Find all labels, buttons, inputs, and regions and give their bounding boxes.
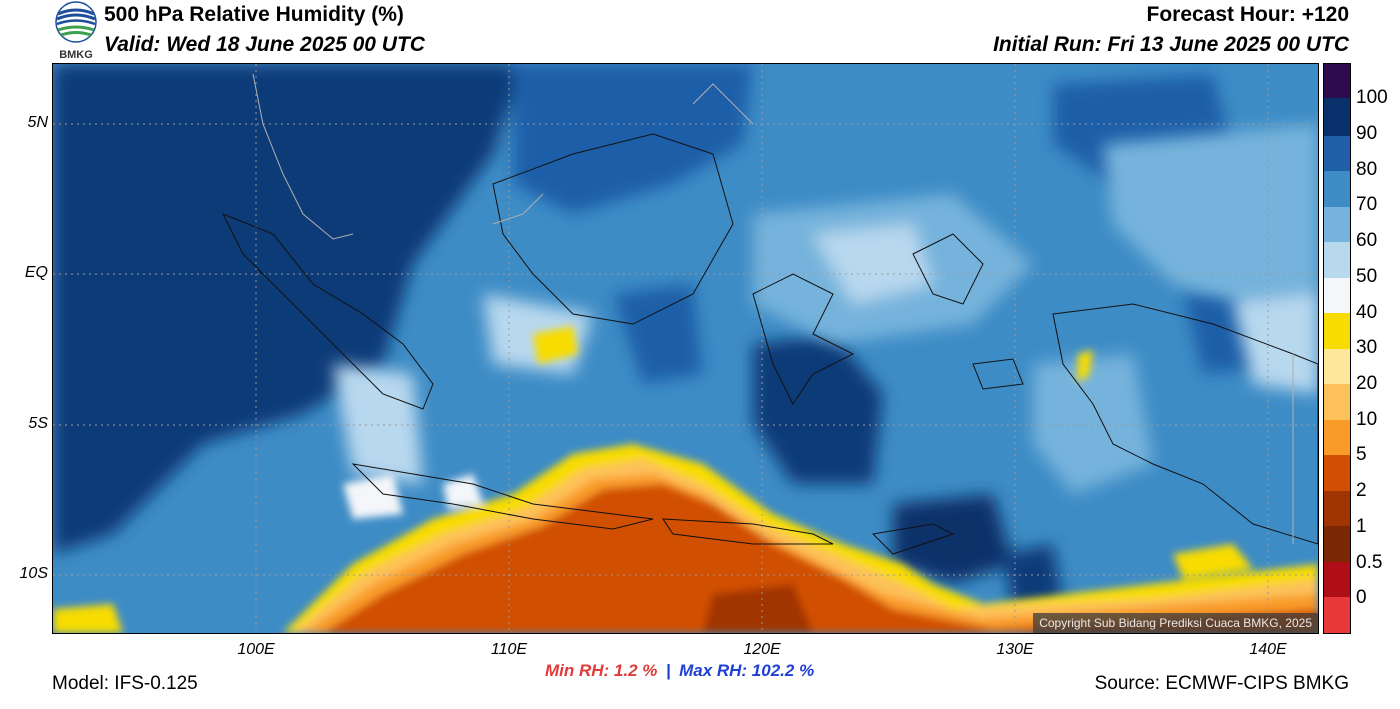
colorbar-segment (1324, 278, 1350, 313)
valid-time: Valid: Wed 18 June 2025 00 UTC (104, 33, 425, 56)
colorbar-segment (1324, 136, 1350, 171)
colorbar-label-5: 5 (1356, 444, 1367, 465)
colorbar-segment (1324, 64, 1350, 98)
stats-separator: | (665, 661, 671, 680)
bmkg-logo-text: BMKG (59, 49, 93, 61)
colorbar-label-2: 2 (1356, 480, 1367, 501)
source-label: Source: ECMWF-CIPS BMKG (1094, 673, 1349, 694)
colorbar-label-90: 90 (1356, 123, 1378, 144)
field-very-moist (53, 64, 1293, 609)
copyright-notice: Copyright Sub Bidang Prediksi Cuaca BMKG… (1033, 613, 1318, 633)
colorbar-label-70: 70 (1356, 194, 1378, 215)
bmkg-logo-icon (55, 1, 97, 43)
bmkg-logo: BMKG (52, 0, 100, 62)
lat-label-10s: 10S (19, 565, 48, 582)
colorbar-label-1: 1 (1356, 516, 1367, 537)
colorbar (1323, 63, 1351, 634)
colorbar-segment (1324, 420, 1350, 455)
field-dry-south (53, 326, 1318, 633)
coastlines (221, 133, 1318, 555)
lat-label-5n: 5N (27, 114, 48, 131)
humidity-map-canvas (53, 64, 1318, 633)
colorbar-label-30: 30 (1356, 337, 1378, 358)
initial-run: Initial Run: Fri 13 June 2025 00 UTC (993, 33, 1349, 56)
lon-label-130e: 130E (996, 641, 1034, 658)
lon-label-110e: 110E (490, 641, 528, 658)
colorbar-segment (1324, 597, 1350, 633)
max-rh: Max RH: 102.2 % (679, 661, 815, 680)
colorbar-label-80: 80 (1356, 159, 1378, 180)
lat-label-eq: EQ (24, 264, 48, 281)
chart-title: 500 hPa Relative Humidity (%) (104, 3, 404, 26)
colorbar-label-10: 10 (1356, 409, 1378, 430)
colorbar-segment (1324, 455, 1350, 491)
colorbar-segment (1324, 526, 1350, 562)
colorbar-segment (1324, 349, 1350, 384)
colorbar-label-20: 20 (1356, 373, 1378, 394)
humidity-map: Copyright Sub Bidang Prediksi Cuaca BMKG… (52, 63, 1319, 634)
colorbar-segment (1324, 562, 1350, 597)
colorbar-segment (1324, 207, 1350, 242)
colorbar-segment (1324, 491, 1350, 526)
colorbar-label-40: 40 (1356, 302, 1378, 323)
map-grid (53, 64, 1318, 633)
lon-label-140e: 140E (1249, 641, 1287, 658)
political-borders (252, 73, 1294, 544)
colorbar-label-50: 50 (1356, 266, 1378, 287)
colorbar-segment (1324, 98, 1350, 136)
lat-label-5s: 5S (28, 415, 48, 432)
colorbar-label-0: 0 (1356, 587, 1367, 608)
colorbar-segment (1324, 171, 1350, 207)
lon-label-100e: 100E (237, 641, 275, 658)
forecast-hour: Forecast Hour: +120 (1146, 3, 1350, 26)
colorbar-label-0-5: 0.5 (1356, 552, 1383, 573)
colorbar-segment (1324, 384, 1350, 420)
colorbar-segment (1324, 313, 1350, 349)
colorbar-label-100: 100 (1356, 87, 1388, 108)
rh-stats: Min RH: 1.2 % | Max RH: 102.2 % (545, 661, 814, 681)
colorbar-segment (1324, 242, 1350, 278)
colorbar-label-60: 60 (1356, 230, 1378, 251)
min-rh: Min RH: 1.2 % (545, 661, 658, 680)
model-label: Model: IFS-0.125 (52, 673, 198, 694)
lon-label-120e: 120E (743, 641, 781, 658)
field-drier (333, 124, 1318, 494)
